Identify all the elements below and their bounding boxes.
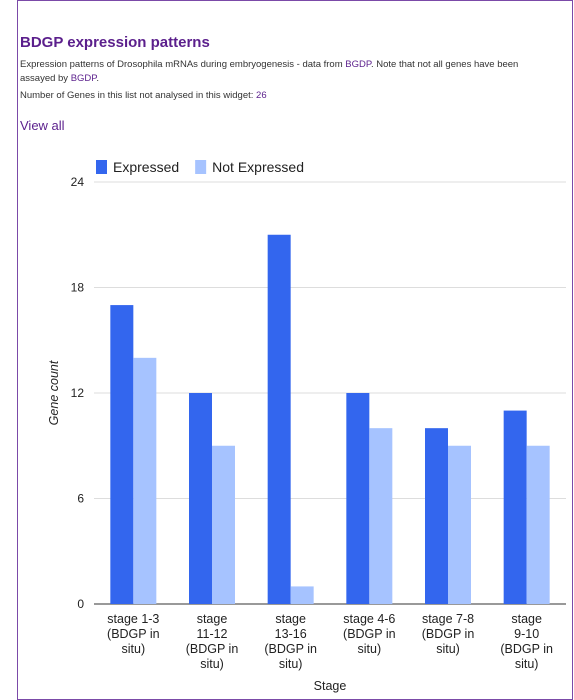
bar-not-expressed [212,445,235,604]
x-tick-label: stage 4-6 (BDGP in situ) [343,612,396,656]
y-tick-label: 6 [77,492,84,506]
bgdp-link[interactable]: BGDP [345,59,371,70]
bar-not-expressed [290,586,314,604]
bar-expressed [267,234,291,604]
y-tick-label: 24 [71,175,85,189]
view-all-link[interactable]: View all [20,118,65,133]
x-tick-label: stage 13-16 (BDGP in situ) [264,612,317,671]
bar-expressed [189,393,212,604]
bar-not-expressed [448,445,471,604]
bar-expressed [425,428,448,604]
widget-title: BDGP expression patterns [20,34,210,51]
not-analysed-value: 26 [256,90,267,101]
widget-description: Expression patterns of Drosophila mRNAs … [20,58,540,86]
legend-label: Not Expressed [212,159,304,175]
legend-swatch [195,160,207,174]
x-axis-label: Stage [314,679,347,693]
x-tick-label: stage 9-10 (BDGP in situ) [500,612,553,671]
bar-expressed [503,410,527,604]
not-analysed-label: Number of Genes in this list not analyse… [20,90,257,101]
bar-expressed [110,305,134,604]
x-tick-label: stage 1-3 (BDGP in situ) [107,612,160,656]
description-text-middle: . Note that not all genes have been assa… [20,59,519,84]
y-tick-label: 0 [77,597,84,611]
widget-frame [17,0,573,700]
y-axis-label: Gene count [47,360,61,425]
legend-label: Expressed [113,159,179,175]
bgdp-link-2[interactable]: BGDP [70,73,97,84]
y-tick-label: 18 [71,281,85,295]
bar-not-expressed [369,428,393,604]
bar-expressed [346,393,370,604]
x-tick-label: stage 7-8 (BDGP in situ) [422,612,475,656]
legend-swatch [96,160,107,174]
y-tick-label: 12 [71,386,85,400]
description-text-suffix: . [96,73,100,84]
description-text: Expression patterns of Drosophila mRNAs … [20,59,346,70]
bar-not-expressed [133,357,157,604]
not-analysed-count: Number of Genes in this list not analyse… [20,90,267,101]
x-tick-label: stage 11-12 (BDGP in situ) [186,612,239,671]
bar-not-expressed [526,445,550,604]
